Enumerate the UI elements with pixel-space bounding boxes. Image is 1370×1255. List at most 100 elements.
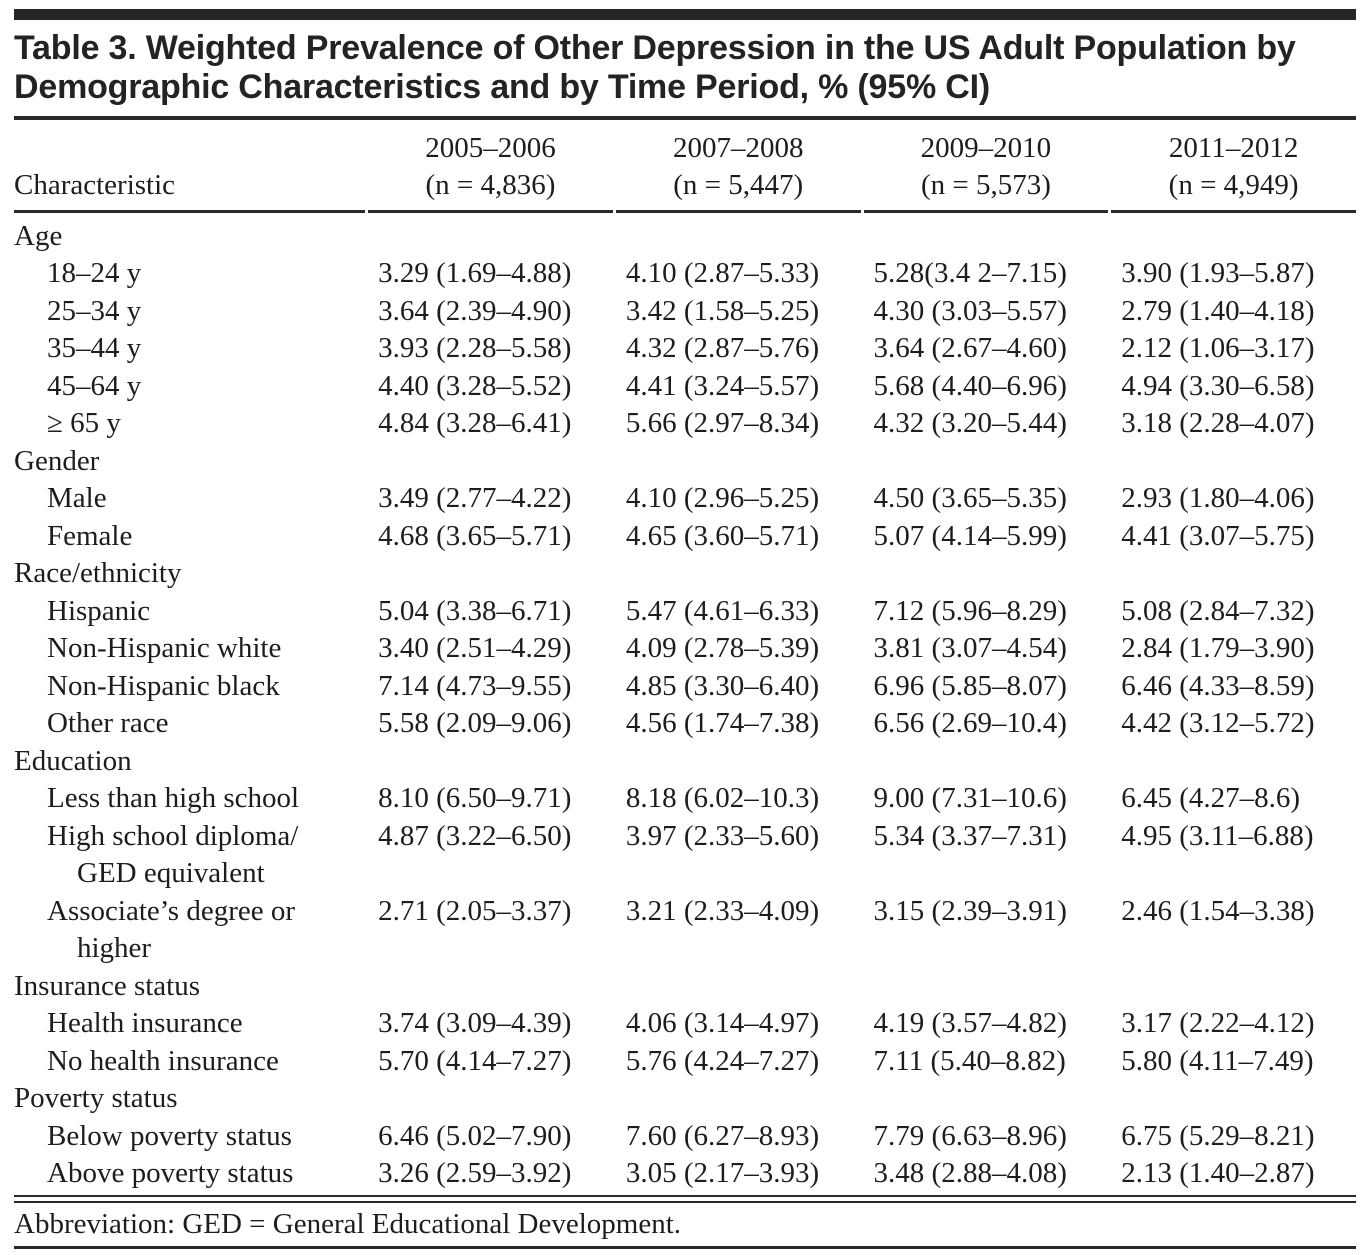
row-label: ≥ 65 y [14,405,365,443]
sample-size-label: (n = 4,836) [425,168,556,201]
cell-value: 4.10 (2.87–5.33) [625,257,820,290]
row-label: No health insurance [14,1043,365,1081]
section-row: Education [14,743,1356,781]
characteristic-header-label: Characteristic [14,168,176,201]
column-header-2005-2006: 2005–2006 (n = 4,836) [368,120,613,213]
row-label: High school diploma/GED equivalent [14,818,365,893]
cell-value: 3.15 (2.39–3.91) [873,894,1067,927]
cell-value: 5.58 (2.09–9.06) [378,707,572,740]
table-row: Other race 5.58 (2.09–9.06) 4.56 (1.74–7.3… [14,705,1356,743]
cell-value: 7.11 (5.40–8.82) [873,1044,1066,1077]
row-label: 18–24 y [14,255,365,293]
sample-size-label: (n = 5,447) [673,168,804,201]
cell-value: 4.87 (3.22–6.50) [378,819,572,852]
cell-value: 3.81 (3.07–4.54) [873,632,1067,665]
cell-value: 3.48 (2.88–4.08) [873,1157,1067,1190]
cell-value: 4.10 (2.96–5.25) [625,482,820,515]
cell-value: 3.05 (2.17–3.93) [625,1157,820,1190]
cell-value: 2.12 (1.06–3.17) [1121,332,1315,365]
cell-value: 4.94 (3.30–6.58) [1121,369,1315,402]
row-label: Other race [14,705,365,743]
bottom-rule [14,1245,1356,1249]
cell-value: 7.12 (5.96–8.29) [873,594,1067,627]
cell-value: 4.50 (3.65–5.35) [873,482,1067,515]
cell-value: 2.79 (1.40–4.18) [1121,294,1315,327]
cell-value: 6.96 (5.85–8.07) [873,669,1067,702]
header-row: Characteristic 2005–2006 (n = 4,836) 200… [14,120,1356,213]
table-row: Above poverty status 3.26 (2.59–3.92) 3.05… [14,1155,1356,1193]
cell-value: 6.75 (5.29–8.21) [1121,1119,1315,1152]
table-row: Non-Hispanic white 3.40 (2.51–4.29) 4.09 (… [14,630,1356,668]
row-label-line1: Associate’s degree or [47,894,296,927]
row-label: Male [14,480,365,518]
cell-value: 4.95 (3.11–6.88) [1121,819,1314,852]
cell-value: 3.42 (1.58–5.25) [625,294,820,327]
row-label-line1: Health insurance [47,1007,243,1040]
cell-value: 3.29 (1.69–4.88) [378,257,572,290]
row-label: Health insurance [14,1005,365,1043]
table-row: Health insurance 3.74 (3.09–4.39) 4.06 (3.… [14,1005,1356,1043]
period-label: 2011–2012 [1168,131,1299,164]
row-label-line1: Female [47,519,133,552]
table-row: High school diploma/GED equivalent 4.87 (… [14,818,1356,893]
row-label-line1: ≥ 65 y [47,407,121,440]
table-row: Male 3.49 (2.77–4.22) 4.10 (2.96–5.25) 4.50… [14,480,1356,518]
row-label: Female [14,518,365,556]
cell-value: 4.30 (3.03–5.57) [873,294,1067,327]
cell-value: 2.46 (1.54–3.38) [1121,894,1315,927]
column-header-2011-2012: 2011–2012 (n = 4,949) [1111,120,1356,213]
row-label-line1: 25–34 y [47,294,142,327]
cell-value: 5.07 (4.14–5.99) [873,519,1067,552]
cell-value: 5.80 (4.11–7.49) [1121,1044,1314,1077]
cell-value: 5.34 (3.37–7.31) [873,819,1067,852]
cell-value: 3.64 (2.39–4.90) [378,294,572,327]
section-row: Race/ethnicity [14,555,1356,593]
cell-value: 5.70 (4.14–7.27) [378,1044,572,1077]
cell-value: 4.42 (3.12–5.72) [1121,707,1315,740]
row-label: Associate’s degree or higher [14,893,365,968]
row-label-line1: 35–44 y [47,332,142,365]
period-label: 2005–2006 [425,131,556,164]
table-row: ≥ 65 y 4.84 (3.28–6.41) 5.66 (2.97–8.34) 4.… [14,405,1356,443]
section-label: Race/ethnicity [14,557,182,590]
cell-value: 4.06 (3.14–4.97) [625,1007,820,1040]
table-row: 18–24 y 3.29 (1.69–4.88) 4.10 (2.87–5.33) 5… [14,255,1356,293]
period-label: 2009–2010 [920,131,1052,164]
row-label-line1: Non-Hispanic white [47,632,282,665]
row-label-line1: Male [47,482,107,515]
row-label-line2: GED equivalent [77,857,265,890]
cell-value: 7.79 (6.63–8.96) [873,1119,1067,1152]
row-label: Above poverty status [14,1155,365,1193]
cell-value: 4.41 (3.07–5.75) [1121,519,1315,552]
cell-value: 3.18 (2.28–4.07) [1121,407,1315,440]
row-label-line1: Below poverty status [47,1119,292,1152]
cell-value: 4.19 (3.57–4.82) [873,1007,1067,1040]
row-label: Less than high school [14,780,365,818]
row-label-line1: Non-Hispanic black [47,669,280,702]
prevalence-table: Characteristic 2005–2006 (n = 4,836) 200… [11,120,1359,1193]
row-label: 25–34 y [14,293,365,331]
row-label-line1: 18–24 y [47,257,142,290]
row-label-line1: High school diploma/ [47,819,299,852]
column-header-characteristic: Characteristic [14,120,366,213]
table-title: Table 3. Weighted Prevalence of Other De… [14,29,1296,107]
table-row: Female 4.68 (3.65–5.71) 4.65 (3.60–5.71) 5.… [14,518,1356,556]
cell-value: 2.13 (1.40–2.87) [1121,1157,1315,1190]
cell-value: 5.68 (4.40–6.96) [873,369,1067,402]
cell-value: 3.49 (2.77–4.22) [378,482,572,515]
cell-value: 3.26 (2.59–3.92) [378,1157,572,1190]
cell-value: 3.21 (2.33–4.09) [625,894,820,927]
abbreviation-footnote: Abbreviation: GED = General Educational … [14,1207,682,1240]
cell-value: 8.10 (6.50–9.71) [378,782,572,815]
cell-value: 3.97 (2.33–5.60) [625,819,820,852]
row-label: Below poverty status [14,1118,365,1156]
cell-value: 4.84 (3.28–6.41) [378,407,572,440]
row-label: 45–64 y [14,368,365,406]
section-row: Age [14,213,1356,256]
table-row: 35–44 y 3.93 (2.28–5.58) 4.32 (2.87–5.76) 3… [14,330,1356,368]
cell-value: 4.40 (3.28–5.52) [378,369,572,402]
table-row: 45–64 y 4.40 (3.28–5.52) 4.41 (3.24–5.57) 5… [14,368,1356,406]
row-label-line1: Less than high school [47,782,300,815]
column-header-2007-2008: 2007–2008 (n = 5,447) [615,120,861,213]
section-label: Gender [14,444,100,477]
